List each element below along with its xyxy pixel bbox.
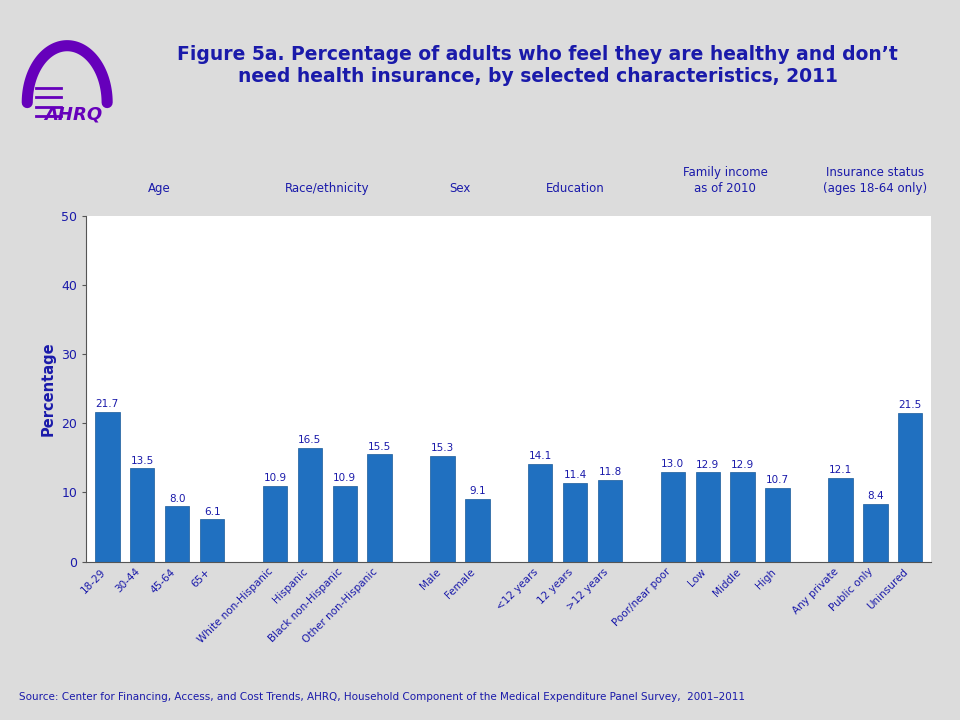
Bar [200,519,225,562]
Bar [263,486,287,562]
Bar [898,413,923,562]
Text: 12.9: 12.9 [732,459,755,469]
Text: 10.9: 10.9 [333,474,356,484]
Bar [368,454,392,562]
Bar [598,480,622,562]
Y-axis label: Percentage: Percentage [41,341,56,436]
Text: 13.5: 13.5 [131,456,154,466]
Bar [165,506,189,562]
Bar [298,448,322,562]
Bar [430,456,455,562]
Bar [95,412,120,562]
Text: Source: Center for Financing, Access, and Cost Trends, AHRQ, Household Component: Source: Center for Financing, Access, an… [19,692,745,702]
Text: 10.9: 10.9 [263,474,286,484]
Text: 15.3: 15.3 [431,443,454,453]
Text: 9.1: 9.1 [469,486,486,496]
Text: Age: Age [149,182,171,195]
Text: 11.8: 11.8 [598,467,622,477]
Text: Education: Education [545,182,605,195]
Bar [863,503,888,562]
Bar [731,472,755,562]
Text: Insurance status
(ages 18-64 only): Insurance status (ages 18-64 only) [824,166,927,195]
Text: 21.5: 21.5 [899,400,922,410]
Text: 10.7: 10.7 [766,475,789,485]
Text: 8.4: 8.4 [867,491,883,501]
Text: Figure 5a. Percentage of adults who feel they are healthy and don’t
need health : Figure 5a. Percentage of adults who feel… [178,45,898,86]
Bar [660,472,685,562]
Text: 6.1: 6.1 [204,507,221,517]
Text: 11.4: 11.4 [564,470,587,480]
Bar [828,478,852,562]
Text: 8.0: 8.0 [169,493,185,503]
Text: Family income
as of 2010: Family income as of 2010 [683,166,768,195]
Text: 12.9: 12.9 [696,459,719,469]
Text: 21.7: 21.7 [96,399,119,409]
Bar [466,499,490,562]
Text: 12.1: 12.1 [828,465,852,475]
Bar [528,464,552,562]
Bar [130,468,155,562]
Text: AHRQ: AHRQ [44,105,103,123]
Bar [332,486,357,562]
Text: 14.1: 14.1 [529,451,552,462]
Text: 15.5: 15.5 [368,441,392,451]
Text: 16.5: 16.5 [299,435,322,445]
Bar [765,487,790,562]
Text: 13.0: 13.0 [661,459,684,469]
Bar [696,472,720,562]
Bar [563,483,588,562]
Text: Sex: Sex [449,182,470,195]
Text: Race/ethnicity: Race/ethnicity [285,182,370,195]
